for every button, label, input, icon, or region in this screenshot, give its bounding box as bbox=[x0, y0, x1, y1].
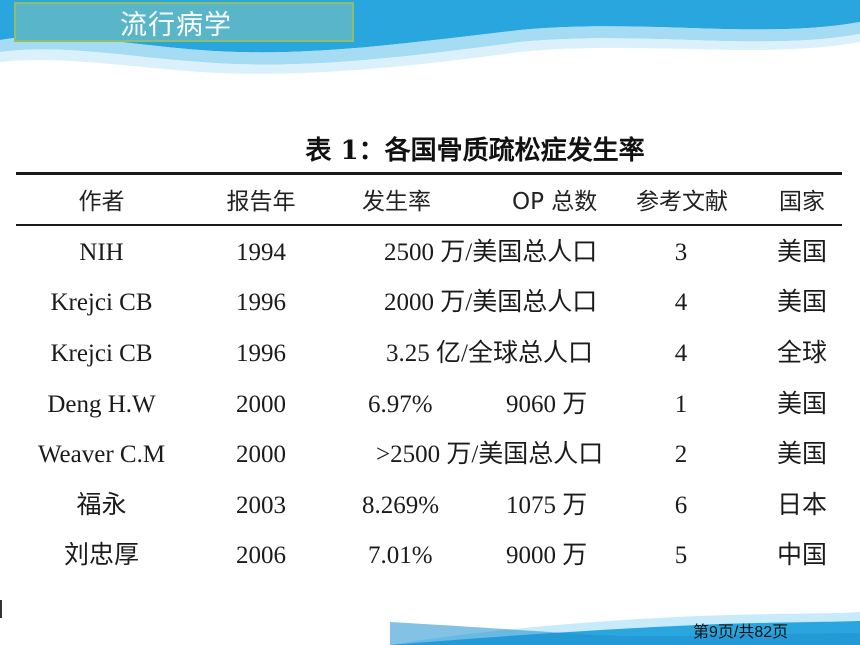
cell-year: 1996 bbox=[236, 289, 286, 316]
cell-year: 1996 bbox=[236, 340, 286, 367]
cell-op-total: 1075 万 bbox=[506, 492, 588, 519]
cell-rate: 7.01% bbox=[368, 542, 433, 569]
cell-author: NIH bbox=[79, 239, 124, 266]
header-author: 作者 bbox=[78, 189, 125, 215]
slide-title-box: 流行病学 bbox=[14, 2, 354, 42]
left-edge-mark bbox=[0, 600, 2, 618]
cell-country: 美国 bbox=[776, 289, 827, 316]
cell-author: Krejci CB bbox=[50, 289, 153, 316]
cell-reference: 1 bbox=[674, 391, 688, 418]
cell-rate: 6.97% bbox=[368, 391, 433, 418]
cell-reference: 4 bbox=[674, 289, 688, 316]
cell-year: 2003 bbox=[236, 492, 286, 519]
cell-reference: 6 bbox=[674, 492, 688, 519]
table-row: 刘忠厚 2006 7.01% 9000 万 5 中国 bbox=[16, 536, 842, 576]
cell-reference: 2 bbox=[674, 441, 688, 468]
header-country: 国家 bbox=[779, 189, 825, 215]
cell-year: 2006 bbox=[236, 542, 286, 569]
cell-year: 1994 bbox=[236, 239, 286, 266]
table-header-row: 作者 报告年 发生率 OP 总数 参考文献 国家 bbox=[16, 182, 842, 222]
cell-year: 2000 bbox=[236, 441, 286, 468]
table-row: Weaver C.M 2000 >2500 万/美国总人口 2 美国 bbox=[16, 435, 842, 475]
cell-reference: 4 bbox=[674, 340, 688, 367]
cell-country: 日本 bbox=[776, 492, 827, 519]
table-caption: 表 1：各国骨质疏松症发生率 bbox=[305, 136, 645, 166]
cell-rate: 2000 万/美国总人口 bbox=[384, 289, 598, 316]
cell-reference: 5 bbox=[674, 542, 688, 569]
table-row: 福永 2003 8.269% 1075 万 6 日本 bbox=[16, 486, 842, 526]
table-row: Krejci CB 1996 3.25 亿/全球总人口 4 全球 bbox=[16, 334, 842, 374]
cell-rate: 8.269% bbox=[362, 492, 440, 519]
cell-author: 刘忠厚 bbox=[63, 542, 139, 569]
cell-year: 2000 bbox=[236, 391, 286, 418]
cell-author: Deng H.W bbox=[47, 391, 156, 418]
table-row: Krejci CB 1996 2000 万/美国总人口 4 美国 bbox=[16, 283, 842, 323]
cell-rate: 3.25 亿/全球总人口 bbox=[386, 340, 593, 367]
table-header-rule bbox=[16, 224, 842, 226]
table-top-rule bbox=[16, 172, 842, 175]
cell-reference: 3 bbox=[674, 239, 688, 266]
cell-rate: >2500 万/美国总人口 bbox=[376, 441, 604, 468]
cell-rate: 2500 万/美国总人口 bbox=[384, 239, 598, 266]
cell-country: 美国 bbox=[776, 239, 827, 266]
table-row: NIH 1994 2500 万/美国总人口 3 美国 bbox=[16, 233, 842, 273]
cell-country: 美国 bbox=[776, 441, 827, 468]
cell-country: 全球 bbox=[776, 340, 827, 367]
cell-country: 中国 bbox=[776, 542, 827, 569]
page-number: 第9页/共82页 bbox=[693, 624, 789, 641]
cell-author: Weaver C.M bbox=[37, 441, 166, 468]
table-row: Deng H.W 2000 6.97% 9060 万 1 美国 bbox=[16, 385, 842, 425]
cell-op-total: 9000 万 bbox=[506, 542, 588, 569]
bottom-wave-decoration bbox=[390, 612, 860, 645]
cell-author: Krejci CB bbox=[50, 340, 153, 367]
cell-country: 美国 bbox=[776, 391, 827, 418]
cell-author: 福永 bbox=[76, 492, 127, 519]
slide-title: 流行病学 bbox=[120, 9, 232, 41]
cell-op-total: 9060 万 bbox=[506, 391, 588, 418]
header-reference: 参考文献 bbox=[636, 189, 728, 215]
header-year: 报告年 bbox=[226, 189, 296, 215]
header-op-total: OP 总数 bbox=[512, 189, 598, 215]
header-rate: 发生率 bbox=[362, 189, 431, 215]
